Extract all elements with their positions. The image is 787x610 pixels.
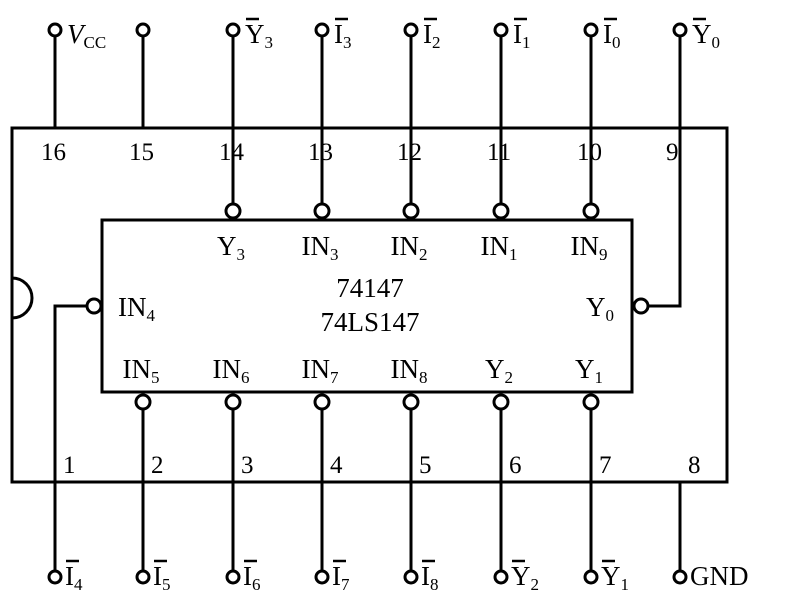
bottom-pin-2-inner-label: IN5 <box>123 354 160 387</box>
bottom-pin-3-inner-label: IN6 <box>213 354 250 387</box>
bottom-pin-6-chip-bubble <box>492 393 510 411</box>
top-pin-13-inner-label: IN3 <box>302 231 339 264</box>
top-pin-9-terminal <box>672 22 688 38</box>
y0-bubble <box>632 297 650 315</box>
bottom-pin-3-number: 3 <box>241 452 254 479</box>
top-pin-14-signal-label: Y3 <box>245 19 273 52</box>
bottom-pin-5-number: 5 <box>419 452 432 479</box>
chip-part-number-1: 74147 <box>336 273 404 303</box>
top-pin-12-signal-label: I2 <box>423 19 441 52</box>
bottom-pin-6-signal-label: Y2 <box>511 561 539 594</box>
top-pin-12-inner-label: IN2 <box>391 231 428 264</box>
top-pin-10-inner-label: IN9 <box>571 231 608 264</box>
in4-label: IN4 <box>118 292 156 325</box>
top-pin-13-signal-label: I3 <box>334 19 352 52</box>
bottom-pin-1-signal-label: I4 <box>65 561 83 594</box>
top-pin-11-terminal <box>493 22 509 38</box>
bottom-pin-7-inner-label: Y1 <box>575 354 603 387</box>
bottom-pin-8-signal-label: GND <box>690 561 749 591</box>
top-pin-15-number: 15 <box>129 139 154 166</box>
top-pin-16-terminal <box>47 22 63 38</box>
bottom-pin-7-terminal <box>583 569 599 585</box>
package-notch <box>11 276 34 320</box>
top-pin-11-chip-bubble <box>492 202 510 220</box>
bottom-pin-2-chip-bubble <box>134 393 152 411</box>
top-pin-10-chip-bubble <box>582 202 600 220</box>
y0-label: Y0 <box>586 292 614 325</box>
bottom-pin-5-signal-label: I8 <box>421 561 439 594</box>
bottom-pin-3-signal-label: I6 <box>243 561 261 594</box>
bottom-pin-7-number: 7 <box>599 452 612 479</box>
chip-part-number-2: 74LS147 <box>320 307 419 337</box>
bottom-pin-4-chip-bubble <box>313 393 331 411</box>
bottom-pin-7-signal-label: Y1 <box>601 561 629 594</box>
top-pin-14-terminal <box>225 22 241 38</box>
wires <box>47 22 688 585</box>
bottom-pin-5-terminal <box>403 569 419 585</box>
top-pin-16-number: 16 <box>41 139 66 166</box>
bottom-pin-1-lead <box>53 304 86 571</box>
top-pin-13-number: 13 <box>308 139 333 166</box>
top-pin-12-terminal <box>403 22 419 38</box>
chip-block <box>100 218 634 394</box>
top-pin-14-inner-label: Y3 <box>217 231 245 264</box>
bottom-pin-4-inner-label: IN7 <box>302 354 340 387</box>
top-pin-15-terminal <box>135 22 151 38</box>
top-pin-12-chip-bubble <box>402 202 420 220</box>
bottom-pin-8-number: 8 <box>688 452 701 479</box>
bottom-pin-8-terminal <box>672 569 688 585</box>
top-pin-9-lead <box>641 36 682 308</box>
bottom-pin-6-inner-label: Y2 <box>485 354 513 387</box>
top-pin-11-signal-label: I1 <box>513 19 531 52</box>
bottom-pin-5-inner-label: IN8 <box>391 354 428 387</box>
top-pin-12-number: 12 <box>397 139 422 166</box>
top-pin-9-signal-label: Y0 <box>692 19 720 52</box>
top-pin-13-chip-bubble <box>313 202 331 220</box>
top-pin-14-number: 14 <box>219 139 245 166</box>
bottom-pin-1-number: 1 <box>63 452 76 479</box>
bottom-pin-4-terminal <box>314 569 330 585</box>
bottom-pin-5-chip-bubble <box>402 393 420 411</box>
bottom-pin-3-terminal <box>225 569 241 585</box>
bottom-pin-6-number: 6 <box>509 452 522 479</box>
top-pin-10-number: 10 <box>577 139 602 166</box>
top-pin-10-signal-label: I0 <box>603 19 621 52</box>
bottom-pin-2-terminal <box>135 569 151 585</box>
bottom-pin-2-signal-label: I5 <box>153 561 171 594</box>
bottom-pin-3-chip-bubble <box>224 393 242 411</box>
bottom-pin-4-signal-label: I7 <box>332 561 350 594</box>
bottom-pin-6-terminal <box>493 569 509 585</box>
top-pin-16-signal-label: VCC <box>67 19 106 52</box>
bottom-pin-4-number: 4 <box>330 452 343 479</box>
bottom-pin-1-terminal <box>47 569 63 585</box>
in4-bubble <box>85 297 103 315</box>
top-pin-10-terminal <box>583 22 599 38</box>
bottom-pin-7-chip-bubble <box>582 393 600 411</box>
ic-package-outline <box>10 126 729 484</box>
top-pin-11-number: 11 <box>487 139 511 166</box>
top-pin-14-chip-bubble <box>224 202 242 220</box>
bottom-pin-2-number: 2 <box>151 452 164 479</box>
top-pin-11-inner-label: IN1 <box>481 231 518 264</box>
top-pin-13-terminal <box>314 22 330 38</box>
top-pin-9-number: 9 <box>666 139 679 166</box>
